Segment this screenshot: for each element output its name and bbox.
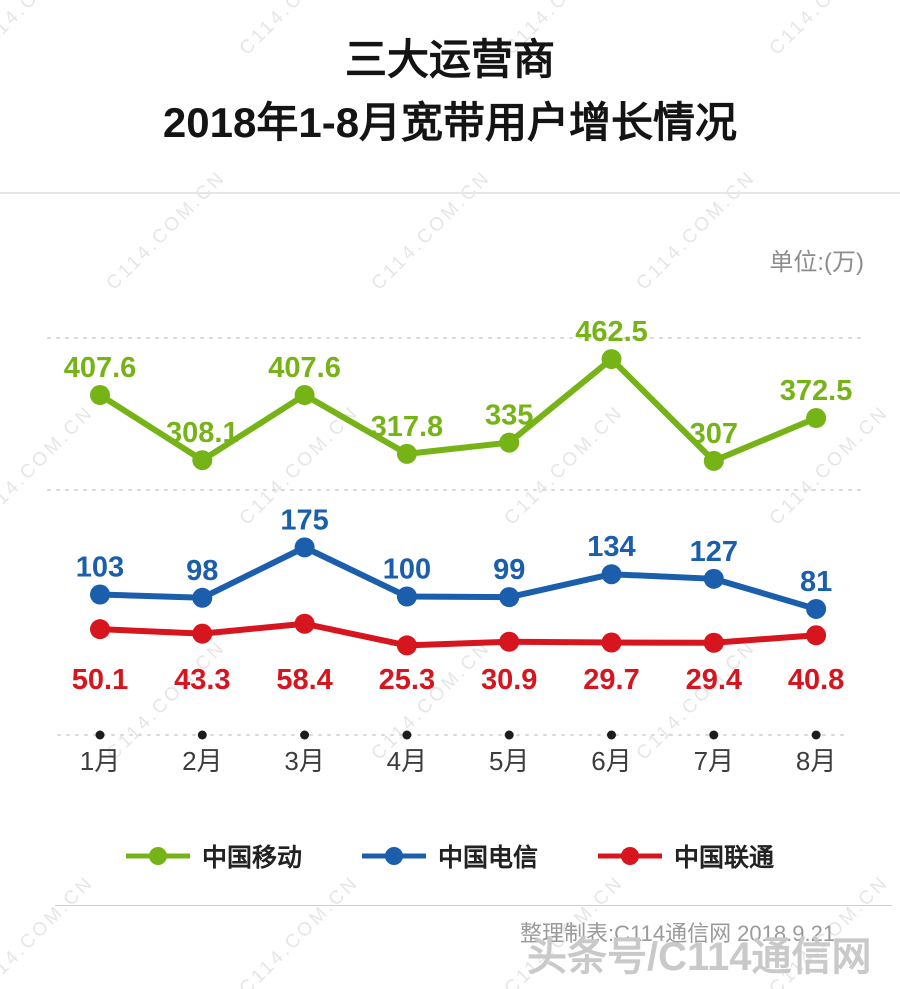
svg-text:103: 103 [76, 552, 124, 584]
legend-item-2: 中国电信 [361, 838, 538, 874]
legend-label: 中国联通 [674, 844, 775, 872]
chart-legend: 中国移动 中国电信 中国联通 [0, 838, 900, 874]
title-divider [0, 192, 900, 194]
legend-label: 中国电信 [437, 844, 538, 872]
svg-text:372.5: 372.5 [780, 375, 853, 407]
svg-text:58.4: 58.4 [276, 664, 332, 696]
svg-text:8月: 8月 [796, 746, 836, 776]
svg-text:100: 100 [383, 554, 431, 586]
svg-text:29.7: 29.7 [583, 664, 639, 696]
svg-text:25.3: 25.3 [379, 664, 435, 696]
svg-text:2月: 2月 [182, 746, 222, 776]
svg-text:307: 307 [690, 418, 738, 450]
svg-text:40.8: 40.8 [788, 664, 844, 696]
legend-marker-icon [125, 847, 190, 865]
svg-text:3月: 3月 [284, 746, 324, 776]
svg-text:175: 175 [280, 504, 328, 536]
svg-text:99: 99 [493, 554, 525, 586]
legend-item-1: 中国移动 [125, 838, 302, 874]
svg-text:98: 98 [186, 555, 218, 587]
svg-text:7月: 7月 [694, 746, 734, 776]
svg-text:50.1: 50.1 [72, 664, 128, 696]
svg-text:6月: 6月 [591, 746, 631, 776]
svg-text:407.6: 407.6 [268, 352, 341, 384]
svg-text:407.6: 407.6 [64, 352, 137, 384]
footer-divider [55, 905, 892, 906]
svg-text:81: 81 [800, 566, 832, 598]
unit-label: 单位:(万) [769, 249, 864, 276]
svg-text:127: 127 [690, 536, 738, 568]
svg-text:134: 134 [587, 531, 635, 563]
title-line-1: 三大运营商 [344, 36, 555, 83]
legend-marker-icon [361, 847, 426, 865]
legend-marker-icon [598, 847, 662, 865]
svg-text:1月: 1月 [80, 746, 120, 776]
legend-item-3: 中国联通 [598, 838, 774, 874]
footer-credit: 整理制表:C114通信网 2018.9.21 [520, 921, 836, 946]
svg-text:4月: 4月 [387, 746, 427, 776]
chart-title: 三大运营商 2018年1-8月宽带用户增长情况 [0, 0, 900, 154]
svg-text:308.1: 308.1 [166, 417, 239, 449]
legend-label: 中国移动 [201, 844, 302, 872]
svg-text:317.8: 317.8 [371, 411, 444, 443]
svg-text:29.4: 29.4 [686, 664, 742, 696]
svg-text:30.9: 30.9 [481, 664, 537, 696]
svg-text:5月: 5月 [489, 746, 529, 776]
footer-watermark: 头条号/C114通信网 [527, 935, 872, 979]
svg-text:43.3: 43.3 [174, 664, 230, 696]
svg-text:462.5: 462.5 [575, 316, 648, 348]
svg-text:335: 335 [485, 400, 533, 432]
title-line-2: 2018年1-8月宽带用户增长情况 [162, 99, 738, 146]
